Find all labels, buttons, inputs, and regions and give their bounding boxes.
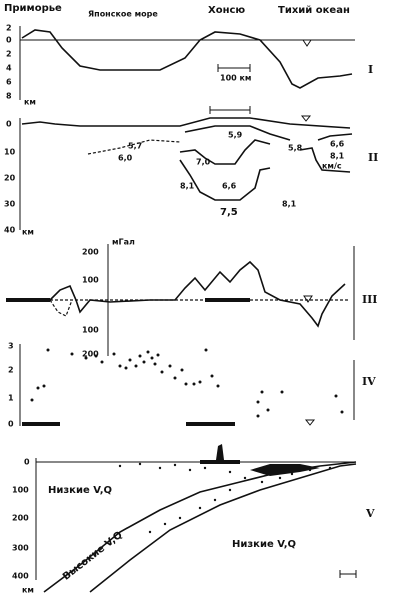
region-label: Хонсю (208, 5, 245, 16)
unit: км (22, 586, 34, 595)
seismic-cluster (250, 464, 320, 476)
moho-dashed (87, 139, 181, 155)
tick-label: 1 (8, 394, 14, 403)
scale-bar (209, 106, 251, 114)
tick-label: 200 (82, 350, 99, 359)
tick-label: 4 (6, 64, 12, 73)
scale-bar (217, 64, 251, 72)
tick-label: 200 (12, 514, 29, 523)
panel-roman: I (368, 63, 373, 76)
region-label: Низкие V,Q (232, 539, 296, 550)
tick-label: 100 (12, 486, 29, 495)
gravity-dashed (49, 299, 73, 317)
moho (179, 159, 271, 201)
region-label: Приморье (4, 3, 62, 14)
panel-roman: III (362, 293, 377, 306)
heat-flow-points (30, 348, 344, 418)
tick-label: 0 (24, 458, 30, 467)
tick-label: 100 (82, 276, 99, 285)
slab-bottom (89, 463, 357, 593)
panel-iv: 3 2 1 0 IV (8, 342, 376, 429)
tick-label: 300 (12, 544, 29, 553)
tick-label: 100 (82, 326, 99, 335)
panel-iii: мГал 200 100 100 200 III (6, 238, 377, 359)
panel-ii: 0 10 20 30 40 км 5,7 6,0 5,9 7,0 5,8 6,6… (4, 106, 378, 237)
scale-bar (339, 570, 357, 578)
tick-label: 2 (6, 24, 12, 33)
unit: км (22, 228, 34, 237)
panel-roman: V (365, 507, 375, 520)
velocity-label: 8,1 (282, 200, 297, 209)
velocity-label: 6,6 (222, 182, 237, 191)
panel-roman: II (368, 151, 378, 164)
tick-label: 400 (12, 572, 29, 581)
region-label: Японское море (88, 10, 158, 19)
panel-roman: IV (362, 375, 376, 388)
tick-label: 0 (8, 420, 14, 429)
slab-top (43, 461, 357, 593)
tick-label: 2 (8, 366, 14, 375)
tick-label: 0 (6, 120, 12, 129)
tick-label: 200 (82, 248, 99, 257)
trench-mark (304, 419, 316, 426)
tick-label: 0 (6, 36, 12, 45)
unit: мГал (112, 238, 135, 247)
velocity-unit: км/с (322, 162, 342, 171)
velocity-label: 5,7 (128, 142, 142, 151)
panel-v: 0 100 200 300 400 км Низкие V,Q Низкие V… (12, 444, 375, 595)
velocity-label: 5,9 (228, 131, 243, 140)
velocity-label: 6,6 (330, 140, 345, 149)
velocity-label: 8,1 (330, 152, 345, 161)
velocity-label: 5,8 (288, 144, 303, 153)
tick-label: 2 (6, 50, 12, 59)
scale-label: 100 км (220, 74, 251, 83)
velocity-label: 8,1 (180, 182, 195, 191)
trench-mark (300, 115, 312, 122)
velocity-label: 7,0 (196, 158, 211, 167)
tick-label: 8 (6, 92, 12, 101)
layer (184, 125, 291, 141)
unit: км (24, 98, 36, 107)
velocity-label: 7,5 (220, 207, 238, 218)
layer (299, 147, 351, 173)
topography (21, 29, 353, 89)
region-label: Тихий океан (278, 5, 350, 16)
tick-label: 10 (4, 148, 16, 157)
trench-mark (303, 295, 313, 303)
velocity-label: 6,0 (118, 154, 133, 163)
tick-label: 3 (8, 342, 14, 351)
region-label: Высокие V,Q (61, 530, 125, 583)
tick-label: 30 (4, 200, 16, 209)
surface (21, 117, 351, 129)
volcano (216, 444, 224, 460)
tick-label: 40 (4, 226, 16, 235)
trench-mark (302, 39, 312, 47)
layer (317, 133, 353, 141)
layer (179, 139, 271, 165)
tick-label: 6 (6, 78, 12, 87)
gravity-anomaly (49, 260, 346, 328)
region-label: Низкие V,Q (48, 485, 112, 496)
tick-label: 20 (4, 174, 16, 183)
panel-i: 2 0 2 4 6 8 км 100 км I (6, 24, 373, 107)
earthquake-points (118, 462, 332, 534)
